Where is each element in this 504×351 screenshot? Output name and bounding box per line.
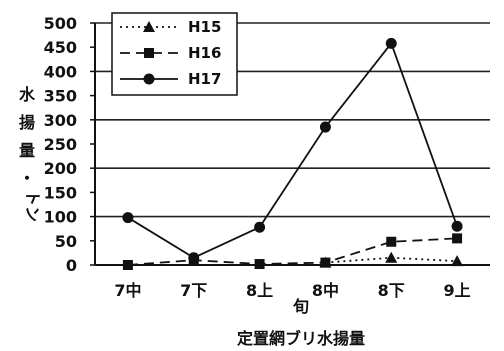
data-point-H15 — [385, 251, 398, 263]
data-point-H16 — [254, 259, 265, 270]
y-axis-label-char: 量 — [19, 141, 35, 160]
data-point-H17 — [451, 220, 463, 232]
y-axis-label-char: 揚 — [19, 113, 35, 132]
data-point-H16 — [452, 233, 463, 244]
y-tick-label: 500 — [44, 14, 77, 33]
series-line-H17 — [127, 41, 458, 259]
x-tick-label: 8中 — [312, 281, 339, 300]
data-point-H17 — [122, 212, 134, 224]
axis-layer: 0 50 100 150 200 250 300 350 400 450 500 7中 7下 8上 8中 8下… — [19, 14, 490, 300]
data-point-H16 — [320, 257, 331, 268]
x-tick-label: 7下 — [180, 281, 207, 300]
legend-marker-H15 — [143, 21, 155, 32]
legend-label-H17: H17 — [188, 70, 221, 88]
legend: H15 H16 H17 — [111, 12, 238, 96]
x-tick-label: 8上 — [246, 281, 273, 300]
legend-marker-H16 — [144, 48, 154, 58]
legend-label-H16: H16 — [188, 44, 221, 62]
y-axis-label-char: ・ — [19, 169, 35, 188]
data-point-H17 — [385, 37, 397, 49]
y-tick-label: 0 — [66, 256, 77, 275]
data-point-H15 — [451, 255, 464, 267]
y-tick-label: 300 — [44, 111, 77, 130]
y-tick-label: 50 — [55, 232, 77, 251]
data-point-H17 — [319, 121, 331, 133]
x-tick-label: 8下 — [378, 281, 405, 300]
series-layer — [122, 37, 464, 270]
legend-label-H15: H15 — [188, 18, 221, 36]
data-point-H17 — [254, 221, 266, 233]
legend-marker-H17 — [143, 73, 155, 85]
x-tick-label: 7中 — [114, 281, 141, 300]
x-tick-label: 9上 — [444, 281, 471, 300]
y-tick-label: 450 — [44, 38, 77, 57]
chart-title: 定置網ブリ水揚量 — [236, 329, 365, 348]
y-tick-label: 350 — [44, 87, 77, 106]
y-tick-label: 400 — [44, 62, 77, 81]
series-line-H16 — [127, 237, 458, 266]
y-axis-label-char: 水 — [19, 85, 36, 104]
series-H17 — [122, 37, 463, 264]
y-tick-label: 250 — [44, 135, 77, 154]
y-tick-label: 200 — [44, 159, 77, 178]
y-tick-label: 100 — [44, 208, 77, 227]
data-point-H16 — [122, 260, 133, 270]
y-tick-label: 150 — [44, 183, 77, 202]
data-point-H16 — [386, 236, 397, 247]
y-axis-label-char: トン — [23, 190, 42, 222]
x-axis-label: 旬 — [292, 297, 309, 316]
data-point-H17 — [188, 252, 200, 264]
